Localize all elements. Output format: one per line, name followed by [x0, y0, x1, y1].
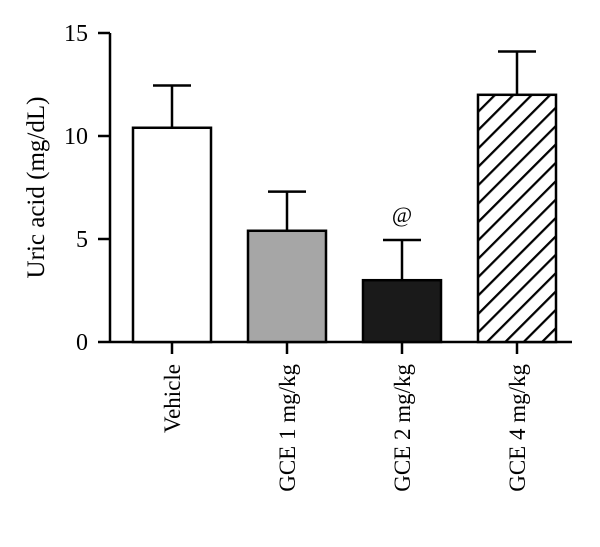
y-tick-label: 5	[76, 227, 88, 253]
x-tick-label: GCE 4 mg/kg	[505, 364, 530, 492]
bar	[131, 126, 213, 344]
bars	[131, 50, 558, 344]
annotation-label: @	[392, 202, 412, 227]
y-tick-label: 0	[76, 330, 88, 356]
y-tick-label: 10	[64, 124, 88, 150]
x-tick-label: GCE 1 mg/kg	[275, 364, 300, 492]
bar	[361, 278, 443, 344]
bar	[476, 93, 558, 344]
x-tick-label: Vehicle	[160, 364, 185, 433]
labels: 0 5 10 15 Uric acid (mg/dL) Vehicle GCE 1 mg/k…	[23, 21, 530, 492]
bar	[246, 229, 328, 344]
x-tick-label: GCE 2 mg/kg	[390, 364, 415, 492]
y-axis-title: Uric acid (mg/dL)	[23, 97, 50, 279]
y-tick-label: 15	[64, 21, 88, 47]
